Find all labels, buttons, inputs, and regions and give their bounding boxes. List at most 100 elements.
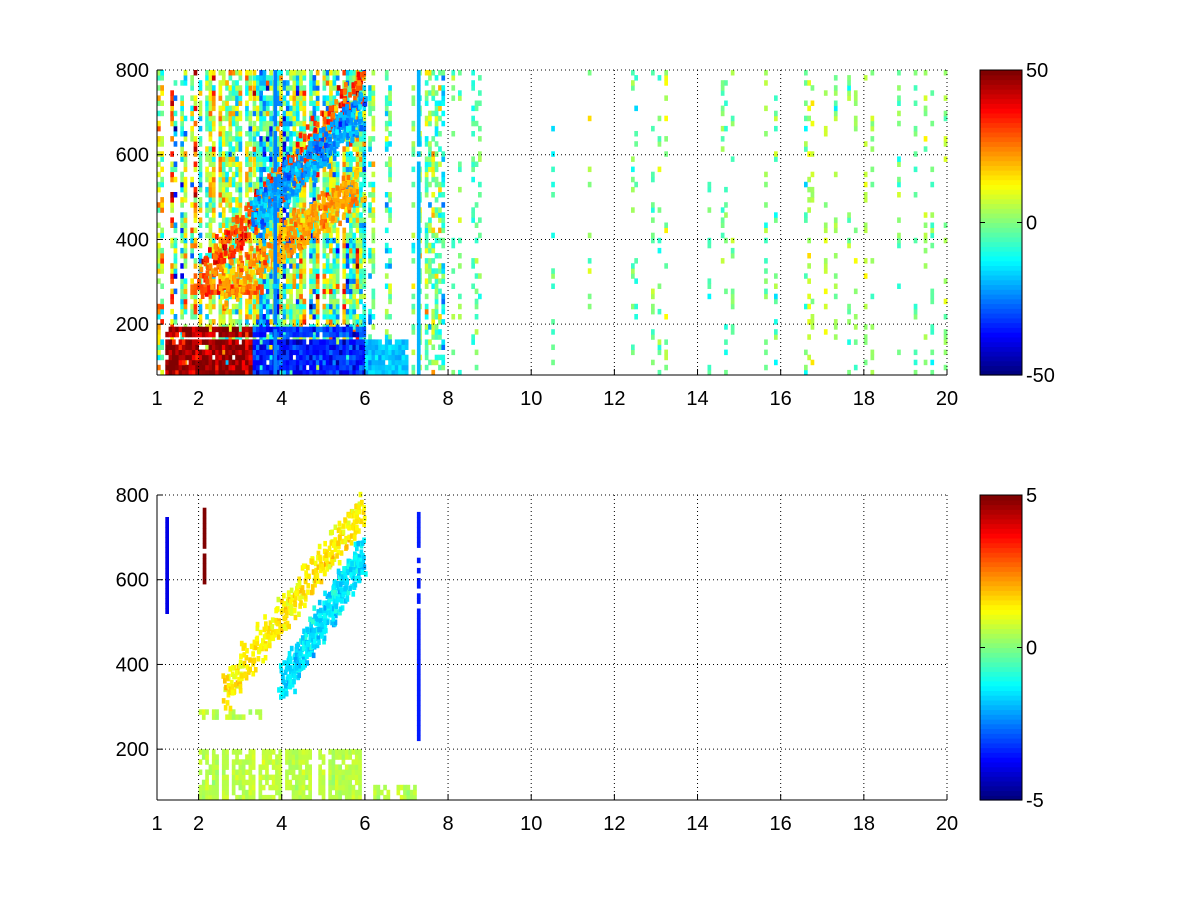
heatmap-cell (362, 136, 367, 142)
ridge-cell (259, 195, 263, 201)
heatmap-cell (913, 192, 918, 198)
ridge-cell (354, 129, 359, 136)
band-cell (185, 369, 189, 376)
heatmap-cell (279, 247, 283, 254)
ridge-cell (263, 187, 268, 193)
heatmap-cell (248, 166, 253, 173)
heatmap-cell (279, 95, 283, 101)
heatmap-cell (295, 273, 300, 279)
ridge-cell (329, 126, 334, 132)
heatmap-cell (289, 288, 293, 295)
heatmap-cell (211, 298, 216, 305)
heatmap-cell (923, 247, 928, 254)
heatmap-cell (345, 242, 350, 249)
heatmap-cell (302, 197, 307, 203)
heatmap-cell (289, 75, 293, 81)
heatmap-cell (170, 273, 174, 279)
heatmap-cell (245, 75, 249, 81)
ridge-cell (297, 154, 302, 161)
heatmap-cell (309, 278, 313, 284)
heatmap-cell (218, 298, 223, 305)
heatmap-cell (325, 232, 330, 239)
band-cell (208, 349, 213, 356)
heatmap-cell (208, 80, 213, 86)
heatmap-cell (315, 293, 320, 300)
heatmap-cell (282, 283, 287, 289)
heatmap-cell (428, 166, 432, 173)
heatmap-cell (265, 125, 270, 132)
heatmap-cell (807, 237, 811, 244)
heatmap-cell (913, 151, 918, 157)
band-cell (193, 289, 198, 295)
band-cell (381, 369, 386, 376)
heatmap-cell (362, 176, 367, 183)
heatmap-cell (256, 110, 260, 117)
heatmap-cell (342, 258, 347, 264)
heatmap-cell (259, 192, 263, 198)
heatmap-cell (221, 247, 226, 254)
band-cell (201, 359, 206, 366)
heatmap-cell (170, 151, 174, 157)
heatmap-cell (235, 105, 239, 112)
heatmap-cell (345, 298, 350, 305)
ridge-cell (243, 278, 248, 284)
heatmap-cell (265, 75, 270, 81)
band-cell (252, 339, 257, 345)
heatmap-cell (309, 186, 313, 193)
band-cell (368, 359, 372, 366)
heatmap-cell (180, 212, 184, 218)
heatmap-cell (265, 293, 270, 300)
heatmap-cell (302, 70, 307, 76)
heatmap-cell (211, 171, 216, 178)
heatmap-cell (265, 100, 270, 106)
heatmap-cell (335, 278, 340, 284)
band-cell (238, 354, 243, 361)
heatmap-cell (471, 339, 475, 345)
heatmap-cell (897, 181, 901, 188)
heatmap-cell (342, 146, 347, 152)
band-cell (215, 339, 219, 345)
heatmap-cell (235, 115, 239, 122)
ridge-cell (319, 220, 324, 226)
ridge-cell (341, 101, 346, 107)
ridge-cell (226, 286, 230, 292)
heatmap-cell (551, 232, 555, 239)
band-cell (394, 359, 399, 366)
heatmap-cell (424, 141, 429, 147)
heatmap-cell (198, 222, 203, 228)
heatmap-cell (183, 192, 188, 198)
heatmap-cell (228, 141, 233, 147)
heatmap-cell (309, 258, 313, 264)
heatmap-cell (170, 115, 174, 122)
band-cell (339, 354, 343, 361)
heatmap-cell (352, 202, 357, 208)
ridge-cell (361, 75, 366, 81)
band-cell (168, 339, 173, 345)
heatmap-cell (388, 161, 392, 167)
heatmap-cell (285, 314, 290, 320)
heatmap-cell (173, 268, 178, 274)
band-cell (319, 349, 323, 356)
heatmap-cell (292, 207, 297, 213)
band-cell (215, 349, 219, 356)
ridge-cell (269, 189, 274, 196)
band-cell (349, 339, 353, 345)
heatmap-cell (295, 110, 300, 117)
ridge-cell (335, 115, 340, 122)
heatmap-cell (362, 202, 367, 208)
band-cell (175, 344, 179, 350)
ridge-cell (218, 273, 222, 280)
heatmap-cell (256, 298, 260, 305)
heatmap-cell (282, 100, 287, 106)
heatmap-cell (218, 110, 223, 117)
band-cell (259, 354, 263, 361)
heatmap-cell (193, 186, 198, 193)
heatmap-cell (471, 70, 475, 76)
heatmap-cell (183, 197, 188, 203)
heatmap-cell (355, 146, 360, 152)
heatmap-cell (275, 141, 280, 147)
heatmap-cell (173, 80, 178, 86)
heatmap-cell (198, 186, 203, 193)
heatmap-cell (724, 339, 728, 345)
band-cell (225, 354, 229, 361)
